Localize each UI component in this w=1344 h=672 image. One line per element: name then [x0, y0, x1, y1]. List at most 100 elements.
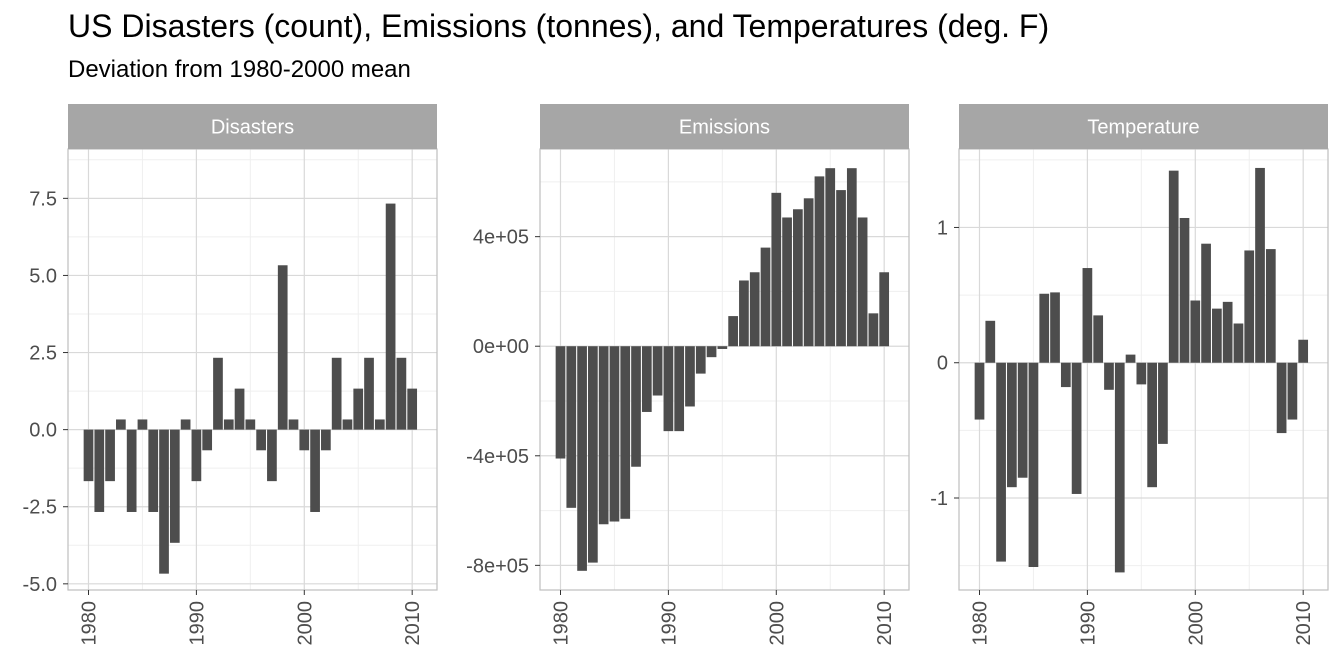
x-tick-label: 2010 — [874, 601, 896, 646]
y-tick-label: 5.0 — [29, 265, 57, 287]
bar-disasters-2005 — [353, 388, 364, 430]
bar-temperature-2001 — [1201, 243, 1211, 363]
bar-emissions-2002 — [793, 209, 803, 347]
bar-disasters-2009 — [396, 357, 407, 430]
bar-temperature-2002 — [1212, 308, 1222, 363]
bar-emissions-1997 — [739, 280, 749, 347]
bar-emissions-1983 — [588, 346, 598, 563]
bar-emissions-1991 — [674, 346, 685, 432]
bar-emissions-2008 — [857, 217, 868, 347]
bar-temperature-2000 — [1190, 300, 1201, 363]
bar-emissions-1988 — [641, 346, 652, 412]
x-tick-label: 1990 — [186, 601, 208, 646]
x-tick-label: 1990 — [658, 601, 680, 646]
bar-temperature-1999 — [1179, 217, 1190, 363]
bar-disasters-1988 — [169, 429, 180, 543]
x-tick-label: 2000 — [766, 601, 788, 646]
bar-emissions-2004 — [814, 176, 825, 347]
bar-disasters-1987 — [159, 429, 169, 574]
facet-label: Temperature — [1087, 117, 1199, 139]
bar-disasters-1998 — [277, 265, 288, 430]
bar-disasters-1994 — [234, 388, 245, 430]
bar-temperature-2005 — [1244, 250, 1255, 363]
bar-disasters-2006 — [364, 357, 374, 430]
y-tick-label: -2.5 — [23, 497, 57, 519]
bar-temperature-1996 — [1147, 362, 1157, 488]
bar-temperature-1992 — [1104, 362, 1114, 390]
x-tick-label: 2000 — [1185, 601, 1207, 646]
bar-emissions-1995 — [717, 346, 728, 349]
bar-temperature-1990 — [1082, 268, 1093, 363]
bar-temperature-1984 — [1017, 362, 1028, 478]
bar-temperature-1988 — [1060, 362, 1071, 388]
y-tick-label: -4e+05 — [466, 446, 529, 468]
bar-temperature-2004 — [1233, 323, 1244, 363]
bar-temperature-1982 — [996, 362, 1006, 562]
bar-emissions-1981 — [566, 346, 577, 508]
bar-disasters-1985 — [137, 419, 148, 430]
y-tick-label: 4e+05 — [473, 227, 529, 249]
bar-temperature-1997 — [1158, 362, 1168, 444]
bar-emissions-2006 — [836, 190, 846, 347]
x-tick-label: 1980 — [79, 601, 101, 646]
bar-emissions-1992 — [685, 346, 695, 407]
bar-disasters-2000 — [299, 429, 310, 451]
bar-temperature-1983 — [1007, 362, 1017, 488]
bar-emissions-2001 — [782, 217, 792, 347]
bar-disasters-1980 — [83, 429, 94, 482]
bar-disasters-1986 — [148, 429, 159, 512]
bar-emissions-1984 — [598, 346, 609, 525]
x-tick-label: 2010 — [1293, 601, 1315, 646]
bar-emissions-1982 — [577, 346, 587, 571]
bar-disasters-1993 — [223, 419, 234, 430]
bar-disasters-1989 — [180, 419, 191, 430]
x-tick-label: 1980 — [970, 601, 992, 646]
bar-emissions-1999 — [760, 247, 771, 347]
bar-temperature-1985 — [1028, 362, 1039, 568]
bar-emissions-2010 — [879, 272, 890, 347]
bar-emissions-1996 — [728, 316, 738, 347]
bar-temperature-1989 — [1071, 362, 1082, 494]
bar-temperature-1980 — [974, 362, 985, 420]
y-tick-label: 0 — [937, 353, 948, 375]
x-tick-label: 2000 — [294, 601, 316, 646]
bar-disasters-2004 — [342, 419, 353, 430]
bar-temperature-2006 — [1255, 167, 1265, 363]
bar-disasters-1984 — [126, 429, 137, 512]
facet-label: Disasters — [211, 117, 294, 139]
y-tick-label: 2.5 — [29, 343, 57, 365]
bar-disasters-1995 — [245, 419, 256, 430]
bar-disasters-1992 — [213, 357, 223, 430]
y-tick-label: 1 — [937, 217, 948, 239]
bar-emissions-2000 — [771, 192, 782, 347]
bar-temperature-1995 — [1136, 362, 1147, 385]
bar-disasters-1991 — [202, 429, 213, 451]
bar-disasters-1999 — [288, 419, 299, 430]
bar-temperature-2010 — [1298, 339, 1309, 363]
bar-emissions-1989 — [652, 346, 663, 396]
chart-subtitle: Deviation from 1980-2000 mean — [68, 56, 411, 83]
bar-temperature-1991 — [1093, 315, 1104, 363]
bar-temperature-1998 — [1168, 170, 1179, 363]
bar-temperature-1986 — [1039, 293, 1050, 363]
bar-temperature-1981 — [985, 320, 996, 363]
bar-emissions-2005 — [825, 168, 836, 347]
bar-emissions-1986 — [620, 346, 631, 519]
bar-disasters-2003 — [331, 357, 342, 430]
bar-disasters-2007 — [374, 419, 385, 430]
bar-emissions-2003 — [803, 198, 814, 347]
bar-disasters-1990 — [191, 429, 202, 482]
chart-title: US Disasters (count), Emissions (tonnes)… — [68, 8, 1050, 44]
facet-strip — [540, 104, 909, 149]
bar-emissions-1994 — [706, 346, 717, 358]
bar-emissions-2009 — [868, 313, 879, 347]
bar-disasters-2001 — [310, 429, 320, 512]
bar-disasters-1982 — [105, 429, 115, 482]
bar-emissions-1987 — [631, 346, 641, 467]
y-tick-label: 7.5 — [29, 188, 57, 210]
bar-temperature-2007 — [1265, 249, 1276, 363]
bar-emissions-1985 — [609, 346, 620, 522]
bar-disasters-1983 — [116, 419, 126, 430]
panel-background — [68, 149, 437, 590]
